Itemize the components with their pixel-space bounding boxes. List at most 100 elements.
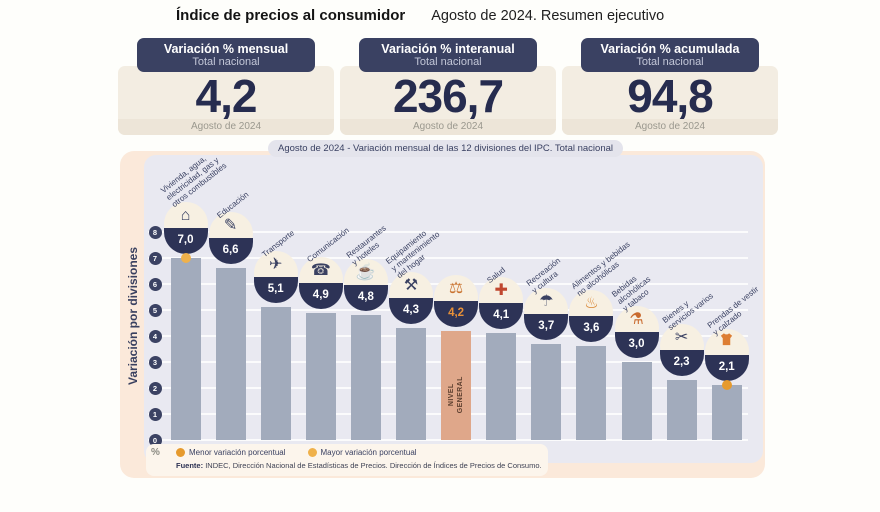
stat-card-body: 94,8 Agosto de 2024 [562,66,778,135]
bar [711,385,742,440]
bar-value: 4,1 [479,303,524,330]
transport-icon: ✈ [268,256,283,274]
health-icon: ✚ [494,282,508,300]
home-equipment-icon: ⚒ [403,277,419,295]
food-beverages-icon: ♨ [584,295,599,313]
gridline [148,257,748,259]
bar [621,362,652,440]
legend: Menor variación porcentual Mayor variaci… [176,448,417,457]
bar-value: 2,3 [659,350,704,377]
stat-subtitle: Total nacional [192,56,260,68]
bar-value: 5,1 [253,277,298,304]
stat-title: Variación % mensual [163,42,289,56]
legend-label-menor: Menor variación porcentual [189,448,286,457]
stat-card-body: 236,7 Agosto de 2024 [340,66,556,135]
bar [170,258,201,440]
housing-utilities-icon: ⌂ [180,207,191,224]
page-title: Índice de precios al consumidor [176,7,406,24]
chart-title: Agosto de 2024 - Variación mensual de la… [268,140,623,157]
y-tick: 7 [148,251,162,265]
stat-card-header: Variación % mensual Total nacional [137,38,315,72]
bar-value: 2,1 [704,355,749,382]
bar [350,315,381,440]
y-tick: 8 [148,225,162,239]
bar [305,312,336,440]
stat-value: 94,8 [627,70,714,122]
stat-title: Variación % interanual [381,42,515,56]
chart-footer: % Menor variación porcentual Mayor varia… [146,444,548,476]
bar [666,380,697,440]
bar-nivel-general [441,330,472,440]
bar-value: 4,8 [343,285,388,312]
stat-period: Agosto de 2024 [118,119,334,135]
stat-card-interannual: 236,7 Agosto de 2024 Variación % interan… [340,38,556,135]
stat-value: 236,7 [392,70,504,122]
restaurants-hotels-icon: ☕ [355,264,376,282]
page-subtitle: Agosto de 2024. Resumen ejecutivo [431,8,665,24]
value-badge: ♨ 3,6 [568,290,614,344]
bar-value: 4,3 [389,298,433,325]
source-text: INDEC, Dirección Nacional de Estadística… [205,461,542,470]
y-tick: 3 [148,355,162,369]
stat-title: Variación % acumulada [600,42,740,56]
stat-card-header: Variación % interanual Total nacional [359,38,537,72]
value-badge: ✎ 6,6 [208,212,254,266]
communication-icon: ☎ [310,261,331,279]
value-badge: ✚ 4,1 [478,277,524,331]
value-badge: ✂ 2,3 [659,324,705,378]
stat-period: Agosto de 2024 [562,119,778,135]
source-label: Fuente: [176,461,204,470]
bar-value: 4,9 [298,282,343,309]
marker-dot [721,380,732,391]
value-badge: ⚒ 4,3 [388,272,434,326]
bar [576,346,607,440]
gridline [148,439,748,441]
stat-subtitle: Total nacional [414,56,482,68]
legend-dot-mayor-icon [307,448,317,457]
bar-value: 3,0 [614,332,659,358]
recreation-icon: ☂ [539,292,554,310]
legend-dot-menor-icon [176,448,185,457]
stat-period: Agosto de 2024 [340,119,556,135]
stat-card-accumulated: 94,8 Agosto de 2024 Variación % acumulad… [562,38,778,135]
clothing-icon [704,330,750,356]
stat-card-body: 4,2 Agosto de 2024 [118,66,334,135]
stat-value: 4,2 [195,70,258,122]
goods-services-icon: ✂ [674,329,689,347]
gridline [148,231,748,233]
bar-value: 3,6 [569,316,614,343]
bar [260,307,291,440]
value-badge: ✈ 5,1 [253,251,299,305]
y-tick: 2 [148,381,162,395]
stat-card-monthly: 4,2 Agosto de 2024 Variación % mensual T… [118,38,334,135]
y-axis-title: Variación por divisiones [126,246,141,386]
marker-dot [180,253,191,263]
bar-value: 6,6 [208,238,253,265]
value-badge: 2,1 [704,329,750,383]
y-tick: 0 [148,433,162,447]
value-badge: ⚗ 3,0 [614,306,660,360]
bar [486,333,517,440]
nivel-general-text: NIVEL GENERAL [447,376,464,414]
stat-subtitle: Total nacional [636,56,704,68]
general-level-basket-icon: ⚖ [448,279,464,297]
value-badge: ⚖ 4,2 [433,274,479,329]
source-line: Fuente: INDEC, Dirección Nacional de Est… [176,461,542,470]
chart-panel: Variación por divisiones 0 1 2 3 4 5 6 7 8 ⌂ 7,0 Vi… [120,151,765,478]
bar [396,328,426,440]
value-badge: ☕ 4,8 [343,259,389,313]
bar-value: 3,7 [524,313,569,340]
y-tick: 5 [148,303,162,317]
bar-value: 7,0 [163,228,208,254]
bar-chart: 0 1 2 3 4 5 6 7 8 ⌂ 7,0 Vivienda, agua, electricida… [144,154,763,463]
bar-value: 4,2 [434,300,479,327]
stat-card-header: Variación % acumulada Total nacional [581,38,759,72]
bar [531,343,562,440]
y-tick: 6 [148,277,162,291]
category-label: Vivienda, agua, electricidad, gas y otro… [158,154,228,210]
bar [215,268,246,440]
value-badge: ☂ 3,7 [523,287,569,342]
unit-label: % [151,447,160,458]
nivel-general-bar-label: NIVEL GENERAL [441,355,471,435]
